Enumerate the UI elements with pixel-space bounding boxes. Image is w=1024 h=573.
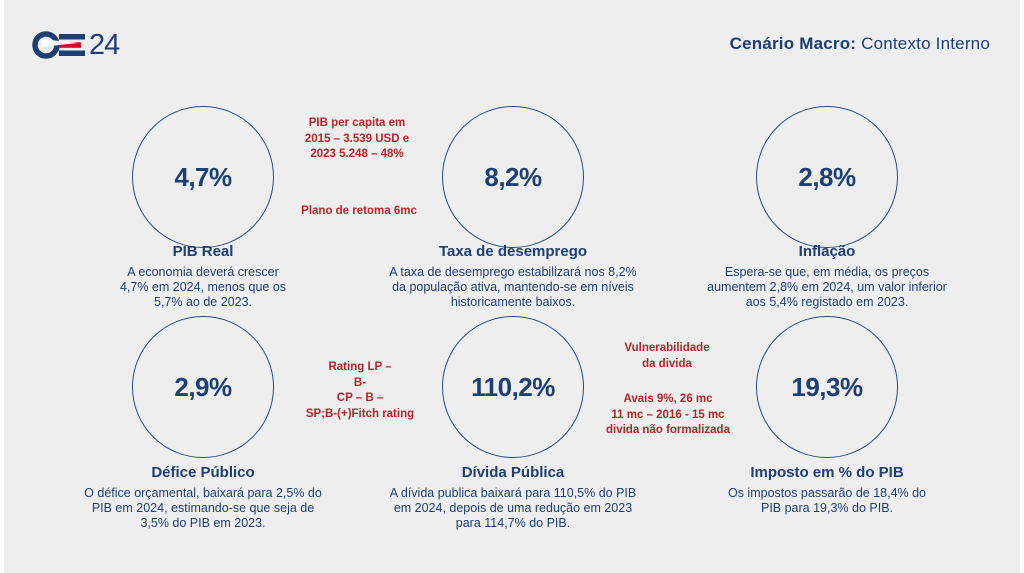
metric-description: A taxa de desemprego estabilizará nos 8,… (389, 265, 637, 309)
metric-description: Espera-se que, em média, os preços aumen… (707, 265, 947, 309)
metric-circle-defice: 2,9% (132, 316, 274, 458)
note-plano-retoma: Plano de retoma 6mc (301, 205, 417, 217)
metric-title: PIB Real (172, 243, 234, 260)
metric-circle-inflacao: 2,8% (756, 106, 898, 248)
metric-value: 19,3% (791, 371, 863, 402)
metric-description: A economia deverá crescer 4,7% em 2024, … (119, 265, 287, 309)
metric-title: Dívida Pública (461, 464, 565, 481)
logo-year: 24 (89, 28, 120, 61)
note-rating: Rating LP – B- CP – B – SP;B-(+)Fitch ra… (305, 361, 415, 420)
oe24-logo: 24 (32, 28, 120, 62)
metric-title: Inflação (798, 243, 856, 260)
metric-circle-desemprego: 8,2% (442, 106, 584, 248)
note-pib-per-capita: PIB per capita em 2015 – 3.539 USD e 202… (304, 117, 410, 160)
metric-circle-pib-real: 4,7% (132, 106, 274, 248)
metric-value: 2,9% (174, 371, 232, 402)
metric-circle-imposto: 19,3% (756, 316, 898, 458)
metric-title: Imposto em % do PIB (750, 464, 904, 481)
metric-circle-divida: 110,2% (442, 316, 584, 458)
metric-title: Défice Público (151, 464, 255, 481)
metric-description: A dívida publica baixará para 110,5% do … (389, 486, 637, 530)
page-title-rest: Contexto Interno (856, 34, 990, 53)
note-avais: Avais 9%, 26 mc 11 mc – 2016 - 15 mc div… (606, 393, 730, 436)
metric-value: 2,8% (798, 161, 856, 192)
metric-description: Os impostos passarão de 18,4% do PIB par… (727, 486, 927, 515)
page-title: Cenário Macro: Contexto Interno (730, 34, 990, 54)
oe-logo-mark-icon (32, 31, 85, 59)
metric-value: 4,7% (174, 161, 232, 192)
metric-value: 8,2% (484, 161, 542, 192)
page-title-bold: Cenário Macro: (729, 34, 857, 53)
metric-value: 110,2% (471, 371, 555, 402)
slide: 24 Cenário Macro: Contexto Interno 4,7% … (4, 0, 1020, 573)
metric-description: O défice orçamental, baixará para 2,5% d… (84, 486, 322, 530)
metric-title: Taxa de desemprego (438, 243, 588, 260)
note-vulnerabilidade: Vulnerabilidade da divida (624, 342, 710, 370)
